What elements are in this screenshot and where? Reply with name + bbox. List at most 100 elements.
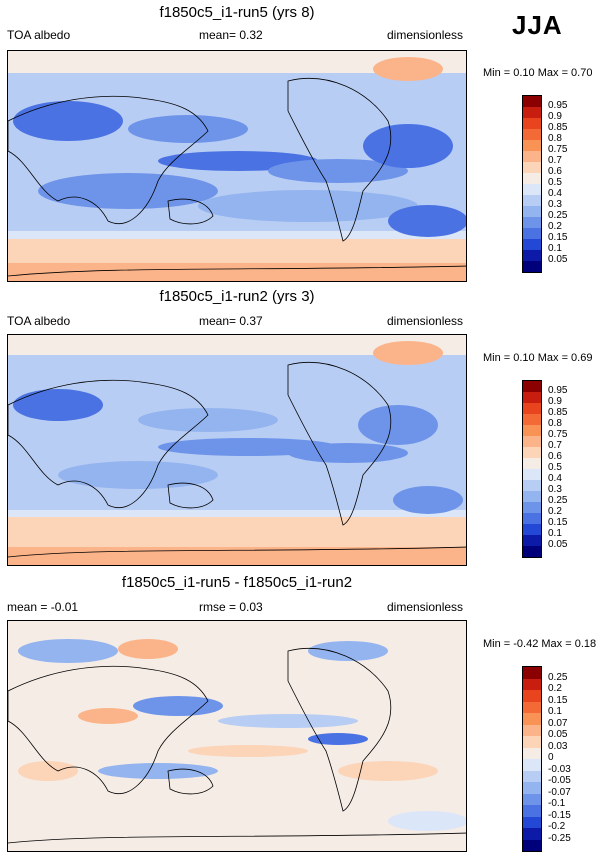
- colorbar-swatch: [523, 140, 541, 151]
- panel-2-field-svg: [8, 335, 466, 565]
- colorbar-swatch: [523, 392, 541, 403]
- panel-1-map: [7, 50, 467, 282]
- colorbar-tick-label: 0.05: [548, 729, 568, 740]
- colorbar-tick-label: 0.25: [548, 495, 568, 506]
- colorbar-swatch: [523, 195, 541, 206]
- colorbar-swatch: [523, 816, 541, 828]
- panel-1-minmax: Min = 0.10 Max = 0.70: [483, 67, 593, 79]
- colorbar-tick-label: 0.6: [548, 166, 562, 177]
- colorbar-tick-label: 0.95: [548, 100, 568, 111]
- colorbar-tick-label: 0.8: [548, 418, 562, 429]
- colorbar-swatch: [523, 793, 541, 805]
- colorbar-tick-label: 0.4: [548, 473, 562, 484]
- colorbar-swatch: [523, 513, 541, 524]
- colorbar-tick-label: 0.2: [548, 221, 562, 232]
- colorbar-tick-label: 0: [548, 752, 554, 763]
- colorbar-swatch: [523, 480, 541, 491]
- colorbar-swatch: [523, 425, 541, 436]
- colorbar-tick-label: 0.25: [548, 210, 568, 221]
- colorbar-tick-label: -0.15: [548, 809, 571, 821]
- panel-3-colorbar: [522, 666, 542, 852]
- colorbar-tick-label: 0.9: [548, 396, 562, 407]
- colorbar-swatch: [523, 447, 541, 458]
- panel-3-map: [7, 620, 467, 852]
- colorbar-swatch: [523, 667, 541, 679]
- panel-1-colorbar: [522, 95, 542, 273]
- colorbar-swatch: [523, 782, 541, 794]
- colorbar-swatch: [523, 828, 541, 840]
- colorbar-swatch: [523, 724, 541, 736]
- colorbar-tick-label: -0.05: [548, 775, 571, 786]
- colorbar-tick-label: -0.2: [548, 821, 566, 832]
- colorbar-swatch: [523, 839, 541, 851]
- colorbar-swatch: [523, 770, 541, 782]
- colorbar-tick-label: 0.75: [548, 144, 568, 155]
- colorbar-tick-label: 0.5: [548, 462, 562, 473]
- colorbar-swatch: [523, 701, 541, 713]
- colorbar-tick-label: 0.15: [548, 232, 568, 243]
- colorbar-tick-label: 0.8: [548, 133, 562, 144]
- season-label: JJA: [512, 10, 563, 40]
- colorbar-tick-label: 0.85: [548, 122, 568, 133]
- colorbar-tick-label: 0.05: [548, 539, 568, 550]
- colorbar-swatch: [523, 436, 541, 447]
- colorbar-swatch: [523, 129, 541, 140]
- colorbar-tick-label: -0.1: [548, 798, 566, 809]
- colorbar-swatch: [523, 759, 541, 771]
- colorbar-tick-label: 0.03: [548, 740, 568, 752]
- colorbar-swatch: [523, 736, 541, 748]
- colorbar-tick-label: 0.1: [548, 243, 562, 254]
- colorbar-tick-label: -0.03: [548, 763, 571, 775]
- colorbar-swatch: [523, 381, 541, 392]
- panel-2-mean: mean= 0.37: [199, 314, 263, 328]
- colorbar-swatch: [523, 250, 541, 261]
- colorbar-tick-label: 0.95: [548, 385, 568, 396]
- panel-1-field-svg: [8, 51, 466, 281]
- panel-3-units: dimensionless: [387, 600, 464, 614]
- colorbar-swatch: [523, 535, 541, 546]
- colorbar-swatch: [523, 690, 541, 702]
- colorbar-swatch: [523, 403, 541, 414]
- panel-2-field-label: TOA albedo: [7, 314, 71, 328]
- colorbar-swatch: [523, 678, 541, 690]
- colorbar-tick-label: 0.15: [548, 694, 568, 706]
- colorbar-swatch: [523, 524, 541, 535]
- panel-2-map: [7, 334, 467, 566]
- colorbar-swatch: [523, 239, 541, 250]
- colorbar-swatch: [523, 805, 541, 817]
- colorbar-swatch: [523, 261, 541, 272]
- colorbar-swatch: [523, 151, 541, 162]
- colorbar-swatch: [523, 173, 541, 184]
- colorbar-tick-label: 0.1: [548, 528, 562, 539]
- panel-1-mean: mean= 0.32: [199, 28, 263, 42]
- colorbar-swatch: [523, 414, 541, 425]
- colorbar-tick-label: 0.15: [548, 517, 568, 528]
- colorbar-swatch: [523, 162, 541, 173]
- colorbar-tick-label: -0.07: [548, 786, 571, 798]
- colorbar-swatch: [523, 217, 541, 228]
- panel-3-title: f1850c5_i1-run5 - f1850c5_i1-run2: [121, 574, 353, 591]
- colorbar-swatch: [523, 458, 541, 469]
- panel-3-field-svg: [8, 621, 466, 851]
- colorbar-swatch: [523, 469, 541, 480]
- panel-2-minmax: Min = 0.10 Max = 0.69: [483, 352, 593, 364]
- panel-2-units: dimensionless: [387, 314, 464, 328]
- panel-3-minmax: Min = -0.42 Max = 0.18: [483, 638, 597, 650]
- colorbar-tick-label: 0.05: [548, 254, 568, 265]
- panel-1-field-label: TOA albedo: [7, 28, 71, 42]
- panel-2-title: f1850c5_i1-run2 (yrs 3): [159, 288, 315, 305]
- colorbar-swatch: [523, 747, 541, 759]
- panel-2-colorbar: [522, 380, 542, 558]
- colorbar-swatch: [523, 184, 541, 195]
- colorbar-swatch: [523, 502, 541, 513]
- colorbar-swatch: [523, 491, 541, 502]
- colorbar-swatch: [523, 713, 541, 725]
- colorbar-tick-label: 0.25: [548, 671, 568, 683]
- colorbar-swatch: [523, 546, 541, 557]
- panel-3-rmse: rmse = 0.03: [199, 600, 263, 614]
- colorbar-tick-label: 0.9: [548, 111, 562, 122]
- colorbar-tick-label: 0.3: [548, 484, 562, 495]
- colorbar-tick-label: 0.4: [548, 188, 562, 199]
- panel-1-title: f1850c5_i1-run5 (yrs 8): [159, 4, 315, 21]
- colorbar-tick-label: 0.7: [548, 155, 562, 166]
